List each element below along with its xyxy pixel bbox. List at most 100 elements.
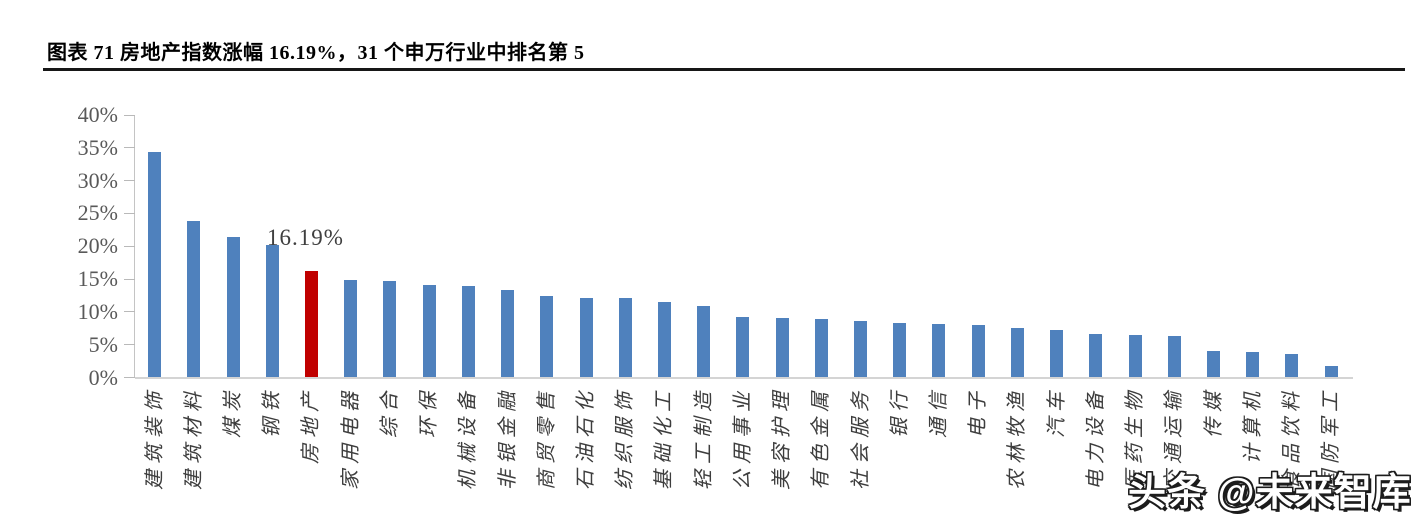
bar-cell: 汽车	[1037, 115, 1076, 438]
bar-房地产	[304, 270, 318, 377]
bar-食品饮料	[1285, 354, 1299, 377]
bar-煤炭	[226, 236, 240, 377]
bar-医药生物	[1128, 335, 1142, 377]
bar-综合	[383, 280, 397, 377]
bar-银行	[893, 323, 907, 377]
y-axis-tick-label: 40%	[77, 102, 118, 127]
bar-cell: 建筑材料	[174, 115, 213, 490]
bar-cell: 环保	[410, 115, 449, 438]
y-axis-tick-mark	[124, 180, 135, 182]
x-axis-category-label: 综合	[378, 386, 401, 438]
bar-传媒	[1207, 351, 1221, 377]
bar-cell: 钢铁	[253, 115, 292, 438]
bar-交通运输	[1167, 336, 1181, 377]
x-axis-category-label: 汽车	[1045, 386, 1068, 438]
title-underline	[43, 68, 1405, 71]
x-axis-category-label: 农林牧渔	[1006, 386, 1029, 490]
bar-非银金融	[501, 289, 515, 377]
x-axis-category-label: 传媒	[1202, 386, 1225, 438]
x-axis-category-label: 家用电器	[339, 386, 362, 490]
bar-cell: 房地产	[292, 115, 331, 464]
bar-cell: 煤炭	[213, 115, 252, 438]
x-axis-category-label: 商贸零售	[535, 386, 558, 490]
x-axis-category-label: 美容护理	[771, 386, 794, 490]
y-axis-tick-label: 30%	[77, 167, 118, 193]
x-axis-category-label: 电子	[967, 386, 990, 438]
y-axis-tick-mark	[124, 311, 135, 313]
bar-cell: 建筑装饰	[135, 115, 174, 490]
x-axis-category-label: 社会服务	[849, 386, 872, 490]
x-axis-category-label: 环保	[418, 386, 441, 438]
bar-cell: 社会服务	[841, 115, 880, 490]
watermark: 头条 @未来智库	[1128, 472, 1411, 514]
y-axis-tick-label: 15%	[77, 266, 118, 292]
y-axis-tick-label: 10%	[77, 298, 118, 324]
bar-纺织服饰	[618, 298, 632, 377]
y-axis-tick-label: 25%	[77, 200, 118, 226]
x-axis-category-label: 银行	[888, 386, 911, 438]
y-axis-tick-mark	[124, 344, 135, 346]
x-axis-category-label: 纺织服饰	[614, 386, 637, 490]
y-axis-tick-mark	[124, 212, 135, 214]
bar-家用电器	[344, 279, 358, 377]
bar-area: 建筑装饰 建筑材料 煤炭 钢铁 房地产 家用电器 综合 环保 机械设备 非银金融 商贸零售 石油石化纺…	[135, 115, 1351, 490]
x-axis-category-label: 房地产	[300, 386, 323, 464]
bar-有色金属	[814, 319, 828, 377]
x-axis-baseline	[135, 377, 1353, 379]
figure-title: 图表 71 房地产指数涨幅 16.19%，31 个申万行业中排名第 5	[47, 42, 585, 64]
bar-cell: 美容护理	[763, 115, 802, 490]
bar-汽车	[1050, 330, 1064, 377]
x-axis-category-label: 机械设备	[457, 386, 480, 490]
bar-cell: 食品饮料	[1272, 115, 1311, 490]
bar-cell: 农林牧渔	[998, 115, 1037, 490]
bar-商贸零售	[540, 296, 554, 377]
bar-cell: 家用电器	[331, 115, 370, 490]
bar-cell: 医药生物	[1115, 115, 1154, 490]
y-axis-tick-label: 5%	[88, 331, 118, 357]
bar-美容护理	[775, 317, 789, 377]
x-axis-category-label: 计算机	[1241, 386, 1264, 464]
bar-建筑材料	[187, 221, 201, 377]
bar-cell: 机械设备	[449, 115, 488, 490]
bar-cell: 综合	[370, 115, 409, 438]
y-axis-tick-mark	[124, 147, 135, 149]
bar-公用事业	[736, 316, 750, 377]
x-axis-category-label: 非银金融	[496, 386, 519, 490]
bar-cell: 国防军工	[1312, 115, 1351, 490]
bar-cell: 轻工制造	[684, 115, 723, 490]
bar-cell: 传媒	[1194, 115, 1233, 438]
x-axis-category-label: 建筑材料	[182, 386, 205, 490]
bar-基础化工	[657, 301, 671, 377]
highlight-value-label: 16.19%	[267, 225, 344, 250]
x-axis-category-label: 公用事业	[731, 386, 754, 490]
bar-石油石化	[579, 297, 593, 377]
bar-cell: 石油石化	[566, 115, 605, 490]
x-axis-category-label: 轻工制造	[692, 386, 715, 490]
bar-cell: 计算机	[1233, 115, 1272, 464]
bar-电子	[971, 325, 985, 377]
y-axis-tick-mark	[124, 245, 135, 247]
x-axis-category-label: 建筑装饰	[143, 386, 166, 490]
bar-cell: 基础化工	[645, 115, 684, 490]
bar-cell: 交通运输	[1155, 115, 1194, 490]
bar-通信	[932, 323, 946, 377]
x-axis-category-label: 钢铁	[261, 386, 284, 438]
x-axis-category-label: 通信	[927, 386, 950, 438]
y-axis-tick-label: 35%	[77, 134, 118, 160]
bar-cell: 银行	[880, 115, 919, 438]
bar-cell: 有色金属	[802, 115, 841, 490]
x-axis-category-label: 基础化工	[653, 386, 676, 490]
bar-钢铁	[265, 245, 279, 377]
bar-cell: 公用事业	[723, 115, 762, 490]
bar-cell: 电力设备	[1076, 115, 1115, 490]
y-axis-tick-mark	[124, 278, 135, 280]
bar-环保	[422, 285, 436, 377]
bar-建筑装饰	[148, 151, 162, 377]
bar-cell: 非银金融	[488, 115, 527, 490]
x-axis-category-label: 有色金属	[810, 386, 833, 490]
y-axis-tick-mark	[124, 377, 135, 378]
bar-社会服务	[854, 321, 868, 377]
